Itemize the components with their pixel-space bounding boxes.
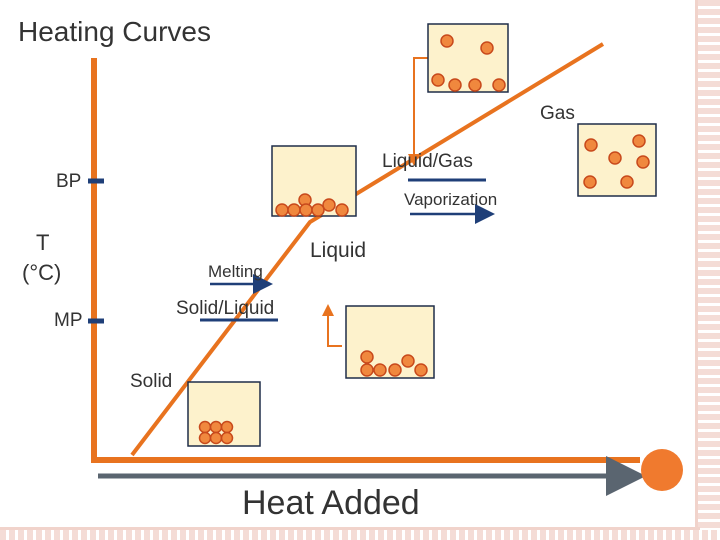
gas-particles-box xyxy=(577,123,657,197)
slide-title: Heating Curves xyxy=(18,16,211,47)
melting-label: Melting xyxy=(208,262,263,281)
liquid-label: Liquid xyxy=(310,239,367,262)
melting-particles-box xyxy=(345,305,435,379)
mp-label: MP xyxy=(54,310,83,331)
y-axis-label-line2: (°C) xyxy=(22,260,62,285)
decorative-right-rule xyxy=(695,0,698,540)
decorative-bottom-rule xyxy=(0,527,700,530)
solid-particles-box xyxy=(187,381,261,447)
decorative-right-border xyxy=(698,0,720,540)
solid-label: Solid xyxy=(130,371,173,392)
y-axis-label-line1: T xyxy=(36,230,50,255)
axis-end-dot xyxy=(641,449,683,491)
liquid-gas-label: Liquid/Gas xyxy=(382,151,473,172)
heating-curve-line xyxy=(130,42,605,457)
vaporizing-particles-box xyxy=(427,23,509,93)
liquid-box-pointer xyxy=(322,304,342,347)
gas-box-pointer xyxy=(408,57,428,166)
x-axis-label: Heat Added xyxy=(242,484,420,522)
bp-label: BP xyxy=(56,171,82,192)
gas-label: Gas xyxy=(540,103,575,124)
liquid-particles-box xyxy=(271,145,357,217)
vaporization-label: Vaporization xyxy=(404,190,498,209)
solid-liquid-label: Solid/Liquid xyxy=(176,298,275,319)
decorative-bottom-border xyxy=(0,530,720,540)
